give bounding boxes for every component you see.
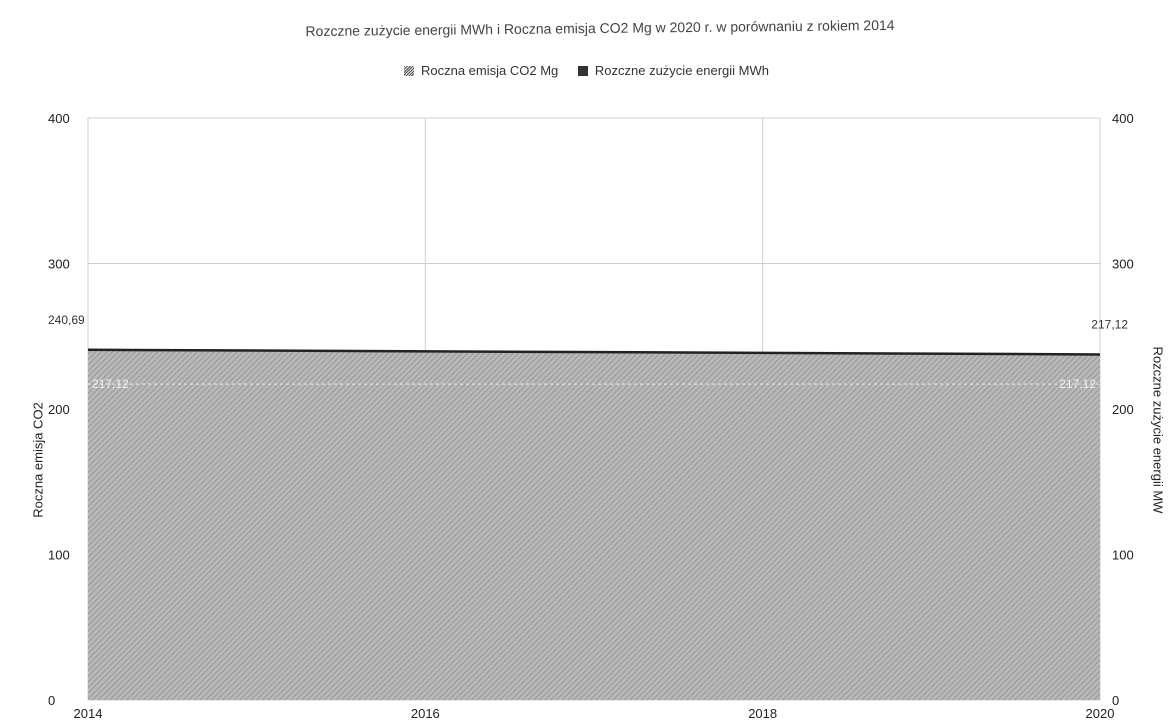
data-label-emission: 240,69 bbox=[48, 313, 85, 327]
y-right-tick-label: 400 bbox=[1112, 111, 1134, 126]
series-area-emission bbox=[88, 349, 1100, 700]
series-line-emission bbox=[87, 348, 1101, 356]
data-label-energy: 217,12 bbox=[92, 377, 129, 391]
y-left-tick-label: 300 bbox=[48, 257, 70, 272]
legend-item-emission[interactable]: Roczna emisja CO2 Mg bbox=[403, 63, 559, 78]
x-tick-label: 2016 bbox=[411, 706, 440, 721]
chart-legend: Roczna emisja CO2 Mg Rozczne zużycie ene… bbox=[0, 63, 1173, 79]
legend-label-emission: Roczna emisja CO2 Mg bbox=[420, 63, 559, 78]
legend-swatch-emission bbox=[403, 65, 414, 76]
y-right-tick-label: 200 bbox=[1112, 402, 1134, 417]
x-tick-label: 2020 bbox=[1086, 706, 1115, 721]
x-tick-label: 2018 bbox=[748, 706, 777, 721]
y-left-tick-label: 100 bbox=[48, 548, 70, 563]
data-label-energy-top: 217,12 bbox=[1091, 317, 1128, 331]
legend-item-energy[interactable]: Rozczne zużycie energii MWh bbox=[577, 63, 770, 78]
data-label-energy: 217,12 bbox=[1059, 377, 1096, 391]
y-right-tick-label: 300 bbox=[1112, 257, 1134, 272]
legend-swatch-energy bbox=[577, 65, 588, 76]
y-left-tick-label: 0 bbox=[48, 693, 55, 708]
y-right-tick-label: 0 bbox=[1112, 693, 1119, 708]
y-right-tick-label: 100 bbox=[1112, 548, 1134, 563]
x-tick-label: 2014 bbox=[74, 706, 103, 721]
legend-label-energy: Rozczne zużycie energii MWh bbox=[594, 63, 770, 78]
y-left-tick-label: 200 bbox=[48, 402, 70, 417]
y-left-tick-label: 400 bbox=[48, 111, 70, 126]
